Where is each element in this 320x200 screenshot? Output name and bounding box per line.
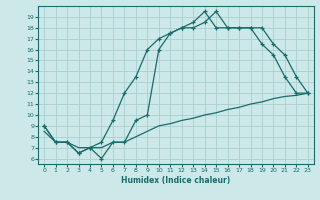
X-axis label: Humidex (Indice chaleur): Humidex (Indice chaleur) [121,176,231,185]
